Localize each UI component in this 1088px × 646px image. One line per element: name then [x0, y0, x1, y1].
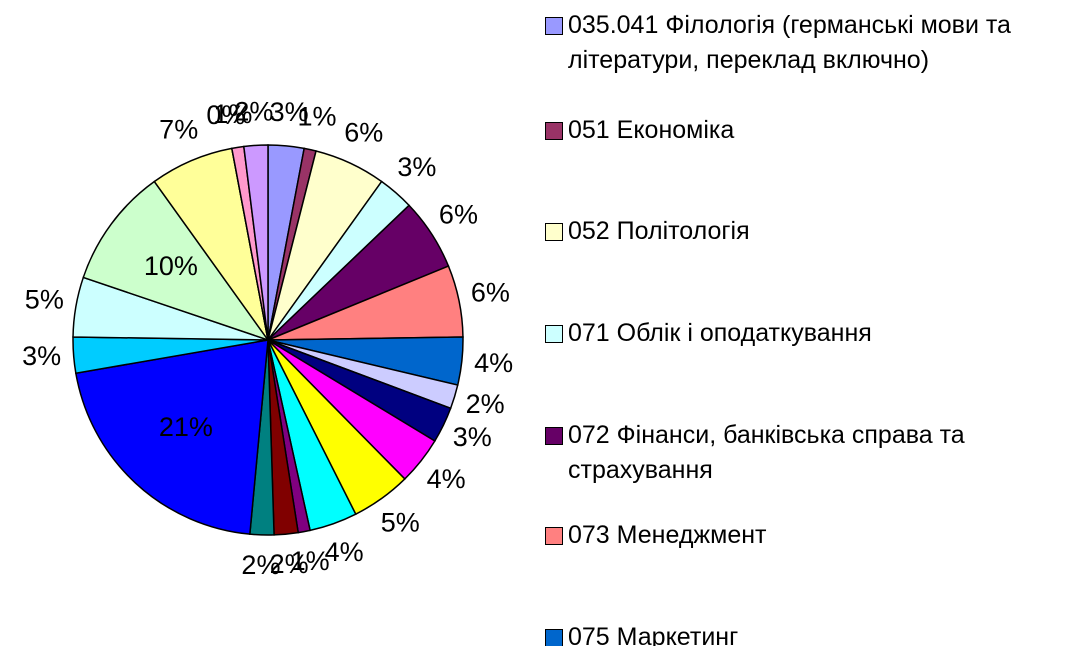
- data-label: 2%: [466, 389, 505, 419]
- data-label: 10%: [144, 251, 198, 281]
- legend-label: 052 Політологія: [568, 217, 750, 245]
- data-label: 7%: [159, 114, 198, 144]
- legend-label: 072 Фінанси, банківська справа та страху…: [568, 421, 965, 484]
- data-label: 3%: [270, 97, 309, 127]
- data-label: 0%: [206, 100, 245, 130]
- data-label: 5%: [381, 508, 420, 538]
- legend-swatch: [545, 223, 563, 241]
- legend-label: 051 Економіка: [568, 116, 735, 144]
- legend-entry: 035.041 Філологія (германські мови та лі…: [545, 8, 1075, 78]
- chart: 3%1%6%3%6%6%4%2%3%4%5%4%1%2%2%21%3%5%10%…: [22, 97, 513, 580]
- legend-swatch: [545, 17, 563, 35]
- data-label: 3%: [453, 422, 492, 452]
- legend-label: 075 Маркетинг: [568, 623, 739, 646]
- legend-entry: 071 Облік і оподаткування: [545, 316, 1075, 351]
- legend-entry: 075 Маркетинг: [545, 620, 1075, 646]
- data-label: 3%: [397, 152, 436, 182]
- legend-swatch: [545, 629, 563, 646]
- data-label: 1%: [298, 101, 337, 131]
- legend-label: 035.041 Філологія (германські мови та лі…: [568, 11, 1011, 74]
- data-label: 5%: [25, 284, 64, 314]
- data-label: 1%: [291, 546, 330, 576]
- pie-slice: [74, 339, 269, 535]
- legend-entry: 073 Менеджмент: [545, 518, 1075, 553]
- data-label: 2%: [234, 97, 273, 127]
- legend-label: 071 Облік і оподаткування: [568, 319, 872, 347]
- data-label: 3%: [22, 341, 61, 371]
- data-label: 4%: [474, 348, 513, 378]
- legend-entry: 051 Економіка: [545, 113, 1075, 148]
- data-label: 6%: [439, 200, 478, 230]
- legend-entry: 052 Політологія: [545, 214, 1075, 249]
- data-label: 2%: [270, 549, 309, 579]
- legend-swatch: [545, 122, 563, 140]
- legend-entry: 072 Фінанси, банківська справа та страху…: [545, 418, 1075, 488]
- data-label: 2%: [241, 550, 280, 580]
- legend-swatch: [545, 325, 563, 343]
- data-label: 21%: [159, 412, 213, 442]
- pie-slice: [82, 180, 270, 342]
- legend-swatch: [545, 527, 563, 545]
- legend-label: 073 Менеджмент: [568, 521, 767, 549]
- data-label: 4%: [325, 537, 364, 567]
- data-label: 6%: [471, 278, 510, 308]
- data-label: 4%: [427, 464, 466, 494]
- pie-slice: [242, 144, 269, 341]
- data-label: 6%: [344, 117, 383, 147]
- legend-swatch: [545, 427, 563, 445]
- data-label: 1%: [213, 99, 252, 129]
